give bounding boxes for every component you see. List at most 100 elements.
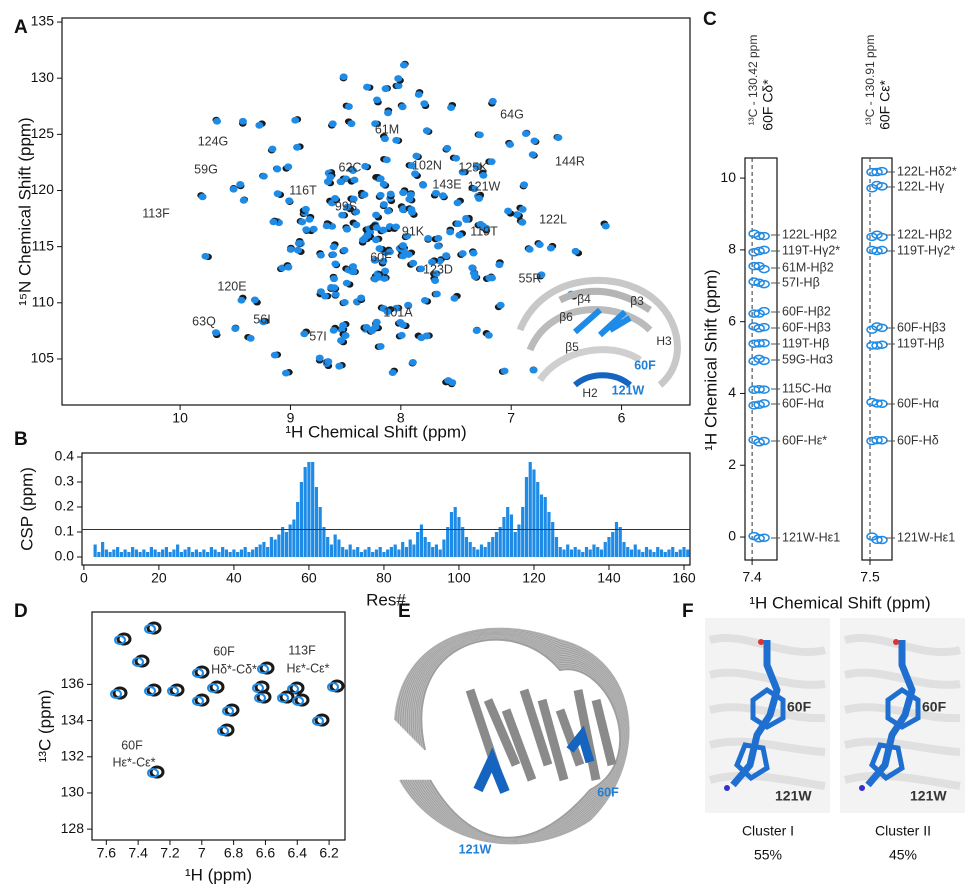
peak-blue — [293, 143, 302, 151]
bar — [333, 534, 337, 557]
peak-blue — [281, 369, 290, 377]
peak-blue — [409, 259, 418, 267]
bar — [599, 549, 604, 557]
peak-blue — [343, 203, 352, 211]
peak-blue — [357, 294, 366, 302]
bar — [273, 539, 277, 557]
bar — [644, 547, 649, 557]
bar — [191, 552, 195, 557]
peak-blue — [420, 297, 429, 304]
bar — [603, 542, 607, 557]
contour-black — [134, 654, 150, 668]
contour-blue — [207, 683, 219, 693]
bar — [213, 549, 217, 557]
x-tick-label: 6.2 — [319, 845, 339, 861]
bar — [311, 462, 315, 557]
x-tick-label: 140 — [597, 570, 621, 586]
bar — [506, 507, 510, 557]
backbone — [708, 703, 826, 723]
bar — [494, 532, 499, 557]
inset-structure — [516, 276, 681, 388]
peak-blue — [407, 206, 416, 213]
peak-label: 120E — [217, 279, 246, 293]
panel-label: E — [398, 601, 411, 622]
panel-label: A — [14, 17, 28, 38]
peak-blue — [420, 100, 429, 108]
y-axis-label: ¹H Chemical Shift (ppm) — [701, 269, 720, 450]
contour-blue — [192, 696, 204, 706]
bar — [491, 537, 495, 557]
peak-blue — [404, 301, 413, 309]
peak-blue — [342, 279, 351, 287]
strip-peak — [753, 384, 765, 394]
peak-blue — [324, 358, 333, 365]
peak-blue — [331, 291, 340, 298]
ensemble-structure — [394, 627, 630, 845]
peak-label: 56I — [253, 312, 270, 326]
strip-peak — [748, 277, 760, 286]
bar — [427, 542, 431, 557]
cluster-name: Cluster II — [875, 823, 931, 839]
bar — [382, 552, 386, 557]
bar — [288, 524, 292, 557]
contour-black — [329, 679, 345, 693]
strip-peak — [876, 166, 888, 176]
peak-blue — [422, 127, 431, 135]
strip-peak — [871, 246, 883, 256]
peak-blue — [504, 207, 513, 215]
strand — [501, 708, 537, 782]
bar — [146, 552, 150, 557]
bar — [262, 542, 266, 557]
atom-n — [724, 785, 730, 791]
peak-blue — [284, 263, 293, 271]
peak-blue — [399, 321, 408, 329]
bar — [138, 552, 142, 557]
peak-blue — [381, 267, 390, 275]
peak-blue — [329, 326, 338, 334]
y-tick-label: 6 — [728, 312, 736, 328]
bar — [142, 549, 146, 557]
bar — [566, 544, 570, 557]
residue-label: 121W — [910, 788, 947, 804]
bar — [266, 547, 270, 557]
peak-blue — [399, 189, 408, 197]
peak-blue — [375, 245, 384, 252]
bar — [592, 544, 596, 557]
residue-label: 60F — [787, 699, 812, 715]
peak-blue — [371, 275, 380, 283]
ribbon-highlight — [573, 372, 632, 388]
bar — [202, 549, 206, 557]
y-tick-label: 120 — [31, 181, 55, 197]
inset-highlight: 121W — [612, 383, 645, 397]
peak-blue — [454, 220, 463, 228]
contour-black — [219, 723, 235, 737]
peak-blue — [211, 329, 220, 336]
bar — [352, 549, 356, 557]
panel-b-frame — [81, 452, 691, 566]
peak-blue — [358, 236, 367, 244]
peak-blue — [301, 205, 310, 213]
contour-black — [149, 765, 165, 779]
peak-label: 59G — [194, 162, 218, 176]
peak-label: Hε*-Cε* — [286, 661, 329, 675]
x-tick-label: 40 — [226, 570, 242, 586]
peak-blue — [379, 180, 388, 188]
peak-blue — [372, 211, 381, 219]
peak-blue — [379, 305, 388, 312]
x-tick-label: 7.5 — [860, 569, 880, 585]
panel-label: C — [703, 9, 717, 30]
bar — [547, 512, 551, 557]
strip-peak — [876, 182, 888, 191]
bar — [667, 549, 671, 557]
strip-title: ¹³C - 130.42 ppm — [746, 35, 760, 126]
bar — [299, 482, 304, 557]
residue-label: 121W — [775, 788, 812, 804]
peak-blue — [381, 85, 390, 93]
peak-label: 60F-Hα — [897, 396, 939, 410]
bar — [558, 547, 562, 557]
bar — [404, 547, 409, 557]
contour-blue — [254, 693, 266, 703]
peak-label: 60F-Hδ — [897, 433, 939, 447]
bar — [573, 547, 577, 557]
bar — [326, 537, 330, 557]
